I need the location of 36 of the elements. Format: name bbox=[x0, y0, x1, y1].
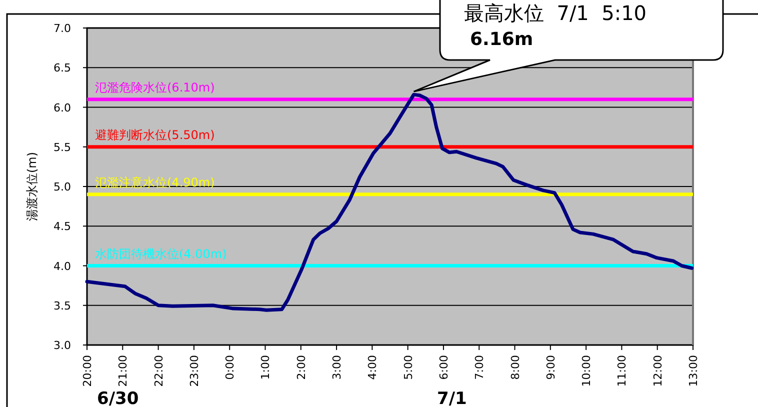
text: 7/1 bbox=[437, 389, 467, 407]
x-tick-label: 9:00 bbox=[544, 355, 558, 380]
x-tick-label: 8:00 bbox=[508, 355, 522, 380]
y-tick-label: 3.0 bbox=[54, 339, 71, 352]
y-tick-label: 7.0 bbox=[54, 22, 71, 35]
y-tick-label: 3.5 bbox=[54, 299, 71, 312]
x-tick-label: 23:00 bbox=[188, 355, 201, 387]
ref-line-label: 氾濫危険水位(6.10m) bbox=[95, 80, 215, 94]
ref-line-label: 避難判断水位(5.50m) bbox=[95, 128, 215, 142]
x-tick-label: 4:00 bbox=[366, 355, 380, 380]
x-tick-label: 6:00 bbox=[437, 355, 450, 380]
x-tick-label: 1:00 bbox=[259, 355, 272, 380]
x-tick-label: 12:00 bbox=[651, 355, 664, 387]
ref-line-label: 氾濫注意水位(4.90m) bbox=[95, 175, 215, 190]
x-tick-label: 3:00 bbox=[330, 355, 344, 380]
y-tick-label: 5.5 bbox=[54, 140, 71, 154]
callout: 最高水位 7/1 5:10 6.16m bbox=[413, 0, 724, 92]
ref-line-label: 水防団待機水位(4.00m) bbox=[95, 246, 227, 261]
y-tick-label: 4.0 bbox=[54, 260, 71, 273]
y-tick-label: 6.0 bbox=[54, 101, 71, 114]
x-tick-label: 0:00 bbox=[224, 355, 237, 380]
x-tick-label: 20:00 bbox=[81, 355, 94, 387]
y-tick-label: 5.0 bbox=[54, 180, 71, 194]
annotation: 最高水位 7/1 5:10 6.16m bbox=[464, 1, 647, 50]
x-tick-label: 21:00 bbox=[116, 355, 130, 387]
text: 6/30 bbox=[97, 389, 139, 407]
y-tick-label: 6.5 bbox=[54, 62, 71, 75]
x-tick-label: 7:00 bbox=[473, 355, 486, 380]
x-tick-label: 10:00 bbox=[580, 355, 594, 387]
x-tick-label: 13:00 bbox=[687, 355, 700, 387]
x-tick-label: 5:00 bbox=[402, 355, 415, 380]
y-tick-label: 4.5 bbox=[54, 220, 71, 234]
x-tick-label: 2:00 bbox=[294, 355, 308, 380]
y-axis-title: 湯渡水位(m) bbox=[25, 152, 39, 222]
x-tick-label: 22:00 bbox=[152, 355, 166, 387]
x-tick-label: 11:00 bbox=[616, 355, 629, 387]
